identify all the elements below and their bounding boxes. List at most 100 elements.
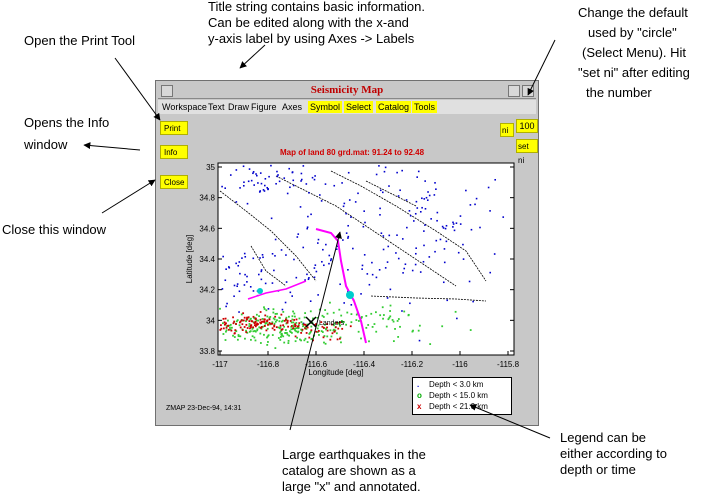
event-marker: [322, 316, 325, 318]
annotation-legend-note: Legend can be either according to depth …: [560, 430, 667, 477]
event-marker: [357, 320, 360, 322]
event-marker: [361, 264, 364, 267]
event-marker: [248, 323, 251, 325]
event-marker: [250, 326, 252, 329]
event-marker: [270, 164, 272, 167]
event-marker: [433, 194, 436, 196]
event-marker: [365, 326, 368, 329]
window-title: Seismicity Map: [310, 84, 384, 96]
event-marker: [408, 210, 411, 212]
event-marker: [297, 324, 300, 326]
event-marker: [339, 324, 341, 327]
event-marker: [266, 336, 268, 339]
map-title[interactable]: Map of land 80 grd.mat: 91.24 to 92.48: [280, 148, 425, 157]
event-marker: [309, 331, 312, 334]
event-marker: [441, 225, 444, 228]
menu-axes[interactable]: Axes: [282, 102, 303, 112]
event-marker: [443, 261, 446, 264]
window-minimize-button[interactable]: [508, 85, 520, 97]
event-marker: [292, 324, 295, 327]
event-marker: [363, 210, 365, 212]
event-marker: [304, 337, 307, 340]
menu-select[interactable]: Select: [344, 101, 374, 113]
event-marker: [252, 330, 255, 333]
event-marker: [436, 219, 438, 222]
event-marker: [299, 206, 302, 208]
event-marker: [428, 256, 431, 258]
event-marker: [274, 238, 277, 241]
event-marker: [263, 333, 265, 336]
annotation-title-info: Title string contains basic information.…: [208, 0, 426, 46]
close-button[interactable]: Close: [160, 175, 188, 189]
event-marker: [254, 330, 256, 332]
event-marker: [424, 224, 426, 226]
event-marker: [331, 332, 334, 335]
event-marker: [291, 171, 294, 174]
event-marker: [282, 324, 285, 327]
menu-text[interactable]: Text: [208, 102, 225, 112]
ni-input[interactable]: 100: [516, 119, 538, 133]
menu-tools[interactable]: Tools: [412, 101, 438, 113]
event-marker: [378, 269, 381, 271]
event-marker: [239, 335, 242, 338]
menu-symbol[interactable]: Symbol: [308, 101, 343, 113]
event-marker: [279, 338, 282, 341]
event-marker: [300, 331, 303, 334]
event-marker: [424, 207, 427, 210]
x-tick-label: -116.4: [353, 360, 376, 369]
event-marker: [306, 341, 309, 343]
annotation-info-window: Opens the Info window: [24, 115, 110, 152]
event-marker: [241, 329, 244, 331]
event-marker: [381, 191, 384, 194]
event-marker: [388, 234, 391, 237]
info-button[interactable]: Info: [160, 145, 188, 159]
event-marker: [278, 320, 281, 323]
event-marker: [295, 330, 298, 333]
event-marker: [294, 340, 297, 343]
event-marker: [245, 320, 247, 323]
event-marker: [300, 328, 303, 331]
fault-line: [219, 190, 317, 282]
event-marker: [246, 281, 248, 283]
event-marker: [238, 290, 241, 293]
annotation-change-default: Change the default used by "circle" (Sel…: [578, 5, 690, 100]
event-marker: [236, 283, 239, 285]
cyan-marker: [257, 288, 263, 294]
event-marker: [342, 205, 345, 208]
event-marker: [373, 323, 376, 325]
event-marker: [320, 200, 323, 202]
event-marker: [225, 326, 228, 329]
event-marker: [267, 188, 269, 191]
menu-draw[interactable]: Draw: [228, 102, 250, 112]
event-marker: [264, 282, 267, 285]
event-marker: [293, 327, 296, 330]
y-tick-label: 34: [206, 316, 215, 325]
menu-workspace[interactable]: Workspace: [162, 102, 207, 112]
event-marker: [301, 329, 304, 332]
event-marker: [322, 336, 325, 339]
event-marker: [299, 338, 301, 341]
menu-catalog[interactable]: Catalog: [376, 101, 412, 113]
set-ni-button[interactable]: set ni: [516, 139, 538, 165]
event-marker: [303, 339, 306, 342]
menu-figure[interactable]: Figure: [251, 102, 277, 112]
event-marker: [254, 339, 257, 342]
event-marker: [397, 257, 400, 260]
event-marker: [276, 312, 278, 315]
y-axis-label: Latitude [deg]: [185, 235, 194, 283]
event-marker: [386, 297, 389, 299]
event-marker: [247, 316, 250, 319]
event-marker: [257, 273, 260, 276]
event-marker: [317, 238, 320, 241]
event-marker: [243, 252, 246, 255]
print-button[interactable]: Print: [160, 121, 188, 135]
event-marker: [259, 318, 262, 321]
event-marker: [339, 336, 342, 339]
window-menu-button[interactable]: [161, 85, 173, 97]
event-marker: [253, 322, 256, 325]
event-marker: [378, 165, 380, 167]
event-marker: [255, 173, 257, 175]
event-marker: [252, 315, 255, 318]
event-marker: [294, 325, 297, 328]
event-marker: [388, 185, 390, 187]
